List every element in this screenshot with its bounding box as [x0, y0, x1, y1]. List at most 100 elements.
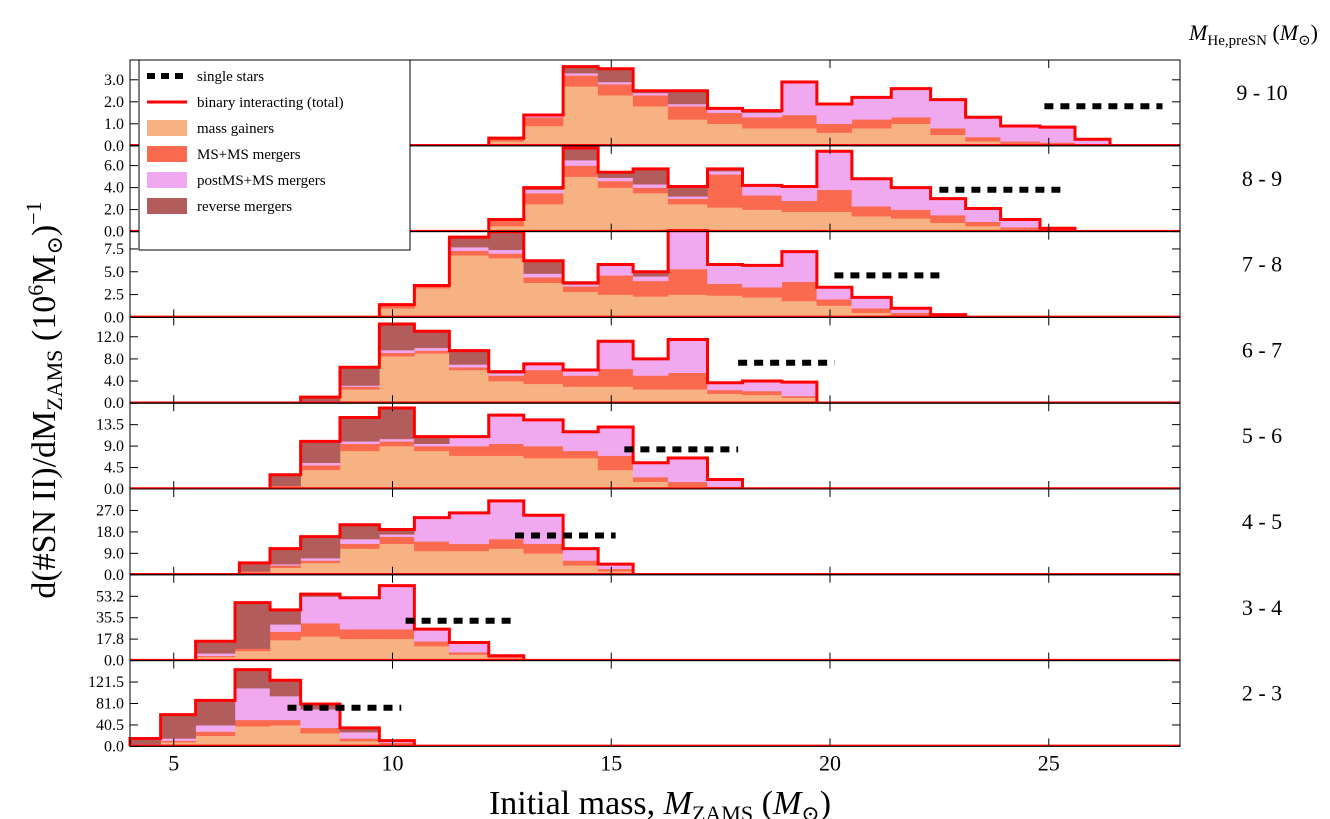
mass-gainers-bar: [339, 389, 380, 404]
postms-ms-mergers-bar: [781, 186, 818, 202]
x-tick-label: 20: [819, 750, 841, 775]
mass-gainers-bar: [300, 562, 341, 576]
mass-gainers-bar: [449, 255, 489, 318]
y-tick-label: 17.8: [96, 631, 124, 648]
postms-ms-mergers-bar: [1039, 126, 1076, 143]
postms-ms-mergers-bar: [339, 538, 380, 545]
mass-gainers-bar: [632, 296, 669, 318]
ms-ms-mergers-bar: [269, 631, 301, 641]
ms-ms-mergers-bar: [781, 114, 818, 129]
postms-ms-mergers-bar: [930, 99, 966, 129]
ms-ms-mergers-bar: [667, 372, 708, 390]
postms-ms-mergers-bar: [562, 159, 599, 166]
ms-ms-mergers-bar: [597, 275, 634, 295]
mass-gainers-bar: [414, 287, 450, 318]
mass-bin-label: 3 - 4: [1242, 595, 1282, 620]
postms-ms-mergers-bar: [891, 88, 931, 118]
reverse-mergers-bar: [269, 474, 301, 486]
ms-ms-mergers-bar: [339, 738, 380, 742]
postms-ms-mergers-bar: [195, 724, 236, 732]
ms-ms-mergers-bar: [523, 369, 564, 385]
y-tick-label: 0.0: [104, 481, 124, 498]
y-tick-label: 0.0: [104, 224, 124, 241]
ms-ms-mergers-bar: [781, 281, 818, 302]
ms-ms-mergers-bar: [742, 287, 783, 298]
reverse-mergers-bar: [597, 68, 634, 83]
mass-gainers-bar: [379, 355, 415, 404]
postms-ms-mergers-bar: [414, 517, 450, 542]
postms-ms-mergers-bar: [488, 249, 524, 254]
panel-3: 0.0 2.5 5.0 7.5 7 - 8: [104, 229, 1282, 326]
ms-ms-mergers-bar: [300, 727, 341, 734]
postms-ms-mergers-bar: [667, 196, 708, 199]
binary-total-line: [128, 668, 416, 747]
y-tick-label: 6.0: [104, 158, 124, 175]
mass-gainers-bar: [449, 455, 489, 490]
y-tick-label: 2.0: [104, 94, 124, 111]
mass-gainers-bar: [597, 187, 634, 232]
binary-total-line: [237, 499, 635, 575]
y-tick-label: 18.0: [96, 524, 124, 541]
postms-ms-mergers-bar: [379, 349, 415, 354]
postms-ms-mergers-bar: [891, 187, 931, 210]
ms-ms-mergers-bar: [816, 298, 853, 306]
ms-ms-mergers-bar: [488, 443, 524, 456]
reverse-mergers-bar: [195, 700, 236, 726]
mass-gainers-bar: [488, 455, 524, 490]
mass-gainers-bar: [742, 127, 783, 147]
ms-ms-mergers-bar: [523, 276, 564, 283]
postms-ms-mergers-bar: [707, 264, 743, 284]
mass-gainers-bar: [816, 305, 853, 318]
ms-ms-mergers-bar: [414, 350, 450, 354]
ms-ms-mergers-bar: [414, 541, 450, 552]
mass-gainers-bar: [523, 203, 564, 232]
ms-ms-mergers-bar: [816, 123, 853, 133]
mass-gainers-bar: [562, 291, 599, 318]
ms-ms-mergers-bar: [300, 464, 341, 471]
mass-gainers-bar: [449, 369, 489, 404]
ms-ms-mergers-bar: [707, 389, 743, 395]
ms-ms-mergers-bar: [891, 312, 931, 316]
ms-ms-mergers-bar: [269, 719, 301, 726]
y-tick-label: 8.0: [104, 351, 124, 368]
ms-ms-mergers-bar: [488, 375, 524, 382]
binary-total-line: [299, 322, 819, 404]
ms-ms-mergers-bar: [667, 198, 708, 205]
postms-ms-mergers-bar: [449, 364, 489, 368]
x-tick-label: 25: [1038, 750, 1060, 775]
panel-6: 0.0 9.0 18.0 27.0 4 - 5: [96, 488, 1282, 584]
legend-label: mass gainers: [197, 121, 274, 137]
panel-1: 0.0 1.0 2.0 3.0 9 - 10: [104, 59, 1288, 155]
ms-ms-mergers-bar: [449, 543, 489, 552]
y-tick-label: 5.0: [104, 264, 124, 281]
legend-label: single stars: [197, 69, 264, 85]
mass-gainers-bar: [523, 383, 564, 404]
y-tick-label: 53.2: [96, 588, 124, 605]
mass-gainers-bar: [597, 386, 634, 404]
ms-ms-mergers-bar: [965, 136, 1001, 142]
mass-bin-label: 4 - 5: [1242, 509, 1282, 534]
postms-ms-mergers-bar: [742, 186, 783, 196]
postms-ms-mergers-bar: [300, 596, 341, 624]
ms-ms-mergers-bar: [851, 119, 892, 129]
mass-bin-label: 9 - 10: [1236, 80, 1287, 105]
ms-ms-mergers-bar: [597, 568, 634, 572]
ms-ms-mergers-bar: [742, 116, 783, 129]
reverse-mergers-bar: [160, 714, 196, 739]
postms-ms-mergers-bar: [562, 431, 599, 452]
mass-bin-label: 2 - 3: [1242, 681, 1282, 706]
reverse-mergers-bar: [339, 524, 380, 540]
y-tick-label: 2.0: [104, 202, 124, 219]
ms-ms-mergers-bar: [707, 112, 743, 125]
y-tick-label: 3.0: [104, 72, 124, 89]
mass-gainers-bar: [523, 125, 564, 147]
mass-gainers-bar: [300, 732, 341, 747]
mass-gainers-bar: [667, 294, 708, 318]
ms-ms-mergers-bar: [891, 209, 931, 219]
legend-patch-swatch: [147, 172, 187, 188]
postms-ms-mergers-bar: [339, 731, 380, 739]
postms-ms-mergers-bar: [707, 170, 743, 175]
x-tick-label: 10: [382, 750, 404, 775]
mass-gainers-bar: [562, 176, 599, 232]
postms-ms-mergers-bar: [632, 184, 669, 188]
